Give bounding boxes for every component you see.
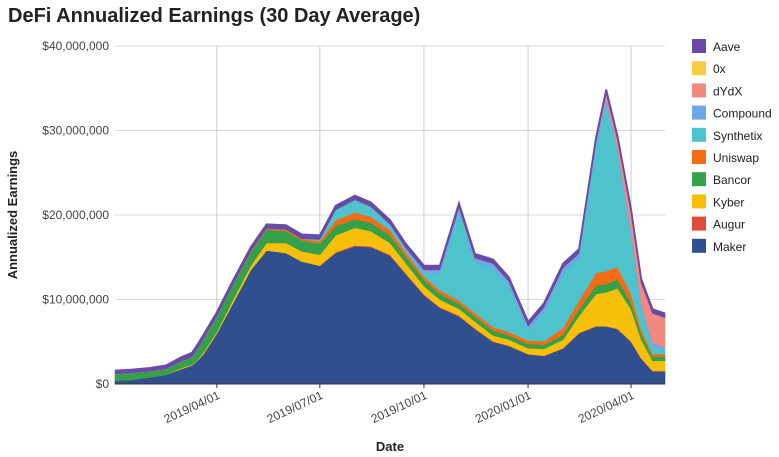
- x-tick-label: 2020/04/01: [576, 388, 637, 426]
- y-tick-label: $40,000,000: [42, 39, 109, 53]
- y-tick-label: $30,000,000: [42, 124, 109, 138]
- x-axis-label: Date: [376, 439, 404, 454]
- chart-title: DeFi Annualized Earnings (30 Day Average…: [8, 5, 420, 27]
- legend-swatch: [692, 238, 706, 253]
- legend-swatch: [692, 61, 706, 76]
- y-ticks: $0 $10,000,000 $20,000,000 $30,000,000 $40,0…: [42, 39, 109, 391]
- x-ticks: 2019/04/01 2019/07/01 2019/10/01 2020/01/01…: [162, 384, 637, 426]
- legend-item-dydx[interactable]: dYdX: [692, 83, 742, 98]
- legend-label: dYdX: [713, 84, 742, 98]
- legend-item-0x[interactable]: 0x: [692, 61, 726, 76]
- plot-area: [114, 89, 666, 385]
- x-tick-label: 2020/01/01: [473, 388, 534, 426]
- legend-swatch: [692, 216, 706, 231]
- legend-swatch: [692, 83, 706, 98]
- legend-swatch: [692, 105, 706, 120]
- legend-item-compound[interactable]: Compound: [692, 105, 772, 121]
- legend-swatch: [692, 172, 706, 187]
- legend-item-maker[interactable]: Maker: [692, 238, 746, 254]
- legend: Aave 0x dYdX Compound Synthetix Uniswap Bancor…: [692, 39, 772, 254]
- legend-label: Maker: [713, 240, 746, 254]
- legend-label: Bancor: [713, 173, 751, 187]
- legend-label: Uniswap: [713, 151, 759, 165]
- x-tick-label: 2019/10/01: [369, 388, 430, 426]
- legend-label: Synthetix: [713, 129, 762, 143]
- legend-item-augur[interactable]: Augur: [692, 216, 745, 232]
- legend-label: Compound: [713, 107, 772, 121]
- legend-item-bancor[interactable]: Bancor: [692, 172, 751, 187]
- legend-label: Aave: [713, 40, 741, 54]
- x-tick-label: 2019/04/01: [162, 388, 223, 426]
- y-tick-label: $10,000,000: [42, 293, 109, 307]
- legend-label: Augur: [713, 218, 745, 232]
- legend-item-synthetix[interactable]: Synthetix: [692, 127, 762, 143]
- legend-swatch: [692, 194, 706, 209]
- legend-swatch: [692, 39, 706, 53]
- y-tick-label: $0: [96, 377, 110, 391]
- legend-label: 0x: [713, 62, 726, 76]
- y-tick-label: $20,000,000: [42, 208, 109, 222]
- x-tick-label: 2019/07/01: [265, 388, 326, 426]
- legend-label: Kyber: [713, 195, 744, 209]
- legend-item-kyber[interactable]: Kyber: [692, 194, 744, 209]
- legend-item-aave[interactable]: Aave: [692, 39, 741, 54]
- series-line-aave: [114, 89, 666, 372]
- legend-swatch: [692, 150, 706, 164]
- legend-item-uniswap[interactable]: Uniswap: [692, 150, 759, 165]
- y-axis-label: Annualized Earnings: [5, 151, 20, 280]
- legend-swatch: [692, 127, 706, 142]
